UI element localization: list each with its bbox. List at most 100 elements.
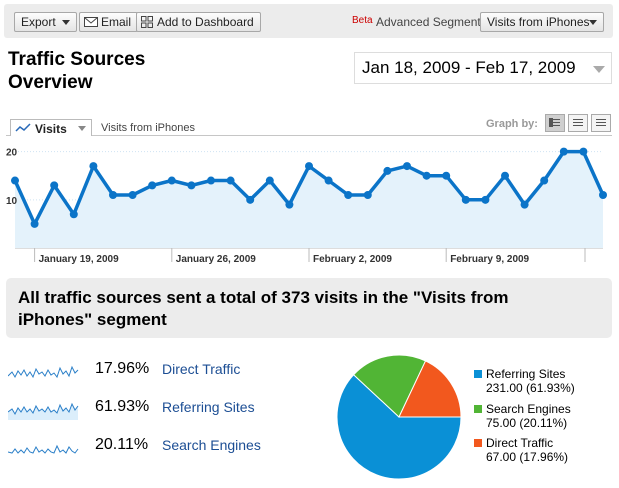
export-button[interactable]: Export <box>14 12 77 32</box>
legend-value: 75.00 (20.11%) <box>486 416 568 430</box>
envelope-icon <box>84 17 98 27</box>
legend-swatch <box>474 439 482 447</box>
referring-sites-link[interactable]: Referring Sites <box>162 399 255 415</box>
chart-point[interactable] <box>305 162 313 171</box>
graph-segment-name: Visits from iPhones <box>101 122 195 134</box>
graph-by-label: Graph by: <box>486 118 538 130</box>
chart-point[interactable] <box>265 176 274 185</box>
source-percent: 20.11% <box>95 436 149 453</box>
chart-point[interactable] <box>11 176 19 185</box>
chevron-down-icon <box>61 20 70 26</box>
traffic-sources-pie-chart <box>336 354 462 480</box>
chart-points <box>11 147 607 228</box>
chart-point[interactable] <box>579 147 588 156</box>
export-label: Export <box>21 15 56 29</box>
legend-swatch <box>474 370 482 378</box>
page-title-line1: Traffic Sources <box>8 49 146 70</box>
pie-slice-search-engines[interactable] <box>352 354 427 418</box>
x-tick-label: January 26, 2009 <box>176 254 256 265</box>
pie-slice-direct-traffic[interactable] <box>398 360 462 418</box>
chart-point[interactable] <box>167 176 176 185</box>
chart-point[interactable] <box>422 171 431 180</box>
chart-point[interactable] <box>461 195 470 204</box>
chart-point[interactable] <box>383 166 392 175</box>
x-tick-label: January 19, 2009 <box>39 254 119 265</box>
sparkline-icon <box>8 444 79 454</box>
chart-point[interactable] <box>285 200 294 209</box>
legend-name: Referring Sites <box>486 367 566 381</box>
direct-traffic-link[interactable]: Direct Traffic <box>162 361 241 377</box>
legend-swatch <box>474 405 482 413</box>
chart-point[interactable] <box>89 162 98 171</box>
legend-value: 231.00 (61.93%) <box>486 381 575 395</box>
email-label: Email <box>101 15 132 29</box>
chart-point[interactable] <box>344 191 353 199</box>
chart-point[interactable] <box>69 210 78 219</box>
date-range-picker[interactable]: Jan 18, 2009 - Feb 17, 2009 <box>354 52 612 84</box>
legend-value: 67.00 (17.96%) <box>486 450 569 464</box>
chart-point[interactable] <box>403 162 411 171</box>
chart-point[interactable] <box>540 176 549 185</box>
search-engines-link[interactable]: Search Engines <box>162 437 261 453</box>
beta-badge: Beta <box>352 15 373 26</box>
line-chart-icon <box>15 123 31 132</box>
chart-point[interactable] <box>30 219 39 228</box>
source-row-direct: 17.96% Direct Traffic <box>8 360 298 382</box>
chart-point[interactable] <box>559 147 568 156</box>
source-row-search: 20.11% Search Engines <box>8 436 298 458</box>
source-percent: 17.96% <box>95 360 150 377</box>
metric-label: Visits <box>35 122 67 136</box>
chevron-down-icon <box>589 20 597 25</box>
metric-select-tab[interactable]: Visits <box>10 119 92 136</box>
advanced-segments-label: Advanced Segments: <box>376 15 491 29</box>
chart-point[interactable] <box>324 176 333 185</box>
chart-point[interactable] <box>599 191 607 199</box>
email-button[interactable]: Email <box>79 12 139 32</box>
chart-x-axis: January 19, 2009 January 26, 2009 February… <box>34 248 586 265</box>
add-to-dashboard-button[interactable]: Add to Dashboard <box>136 12 261 32</box>
chart-point[interactable] <box>187 181 196 190</box>
chevron-down-icon <box>78 126 86 131</box>
summary-line2: iPhones" segment <box>18 310 167 329</box>
sparkline-icon <box>8 402 79 420</box>
segment-select[interactable]: Visits from iPhones <box>480 12 604 32</box>
legend-name: Search Engines <box>486 402 571 416</box>
source-percent: 61.93% <box>95 398 150 415</box>
chart-point[interactable] <box>207 176 215 185</box>
sparkline-icon <box>8 365 79 379</box>
chevron-down-icon <box>593 66 605 73</box>
chart-point[interactable] <box>246 195 255 204</box>
chart-point[interactable] <box>148 181 157 190</box>
chart-point[interactable] <box>520 200 529 209</box>
report-toolbar: Export Email Add to Dashboard Beta Advan… <box>4 4 613 38</box>
page-title: Traffic Sources Overview <box>8 48 208 94</box>
chart-point[interactable] <box>109 191 117 199</box>
chart-point[interactable] <box>50 181 59 190</box>
dashboard-icon <box>141 16 153 28</box>
y-tick-label: 20 <box>6 148 18 159</box>
chart-point[interactable] <box>481 195 490 204</box>
chart-point[interactable] <box>128 191 137 199</box>
pie-slice-referring-sites[interactable] <box>336 374 462 480</box>
page-title-line2: Overview <box>8 72 93 93</box>
chart-point[interactable] <box>501 171 509 180</box>
chart-area-fill <box>15 151 603 248</box>
date-range-value: Jan 18, 2009 - Feb 17, 2009 <box>362 58 576 77</box>
graph-by-week-button[interactable] <box>568 114 588 132</box>
graph-by-day-button[interactable] <box>545 114 565 132</box>
graph-tab-divider <box>6 135 612 136</box>
x-tick-label: February 9, 2009 <box>450 254 529 265</box>
chart-point[interactable] <box>442 171 451 180</box>
y-tick-label: 10 <box>6 196 18 207</box>
x-tick-label: February 2, 2009 <box>313 254 392 265</box>
source-row-referring: 61.93% Referring Sites <box>8 398 298 420</box>
segment-select-value: Visits from iPhones <box>487 15 590 29</box>
summary-banner: All traffic sources sent a total of 373 … <box>6 278 612 338</box>
add-to-dashboard-label: Add to Dashboard <box>157 15 254 29</box>
chart-point[interactable] <box>226 176 235 185</box>
chart-point[interactable] <box>363 191 372 199</box>
legend-name: Direct Traffic <box>486 436 554 450</box>
graph-by-month-button[interactable] <box>591 114 611 132</box>
